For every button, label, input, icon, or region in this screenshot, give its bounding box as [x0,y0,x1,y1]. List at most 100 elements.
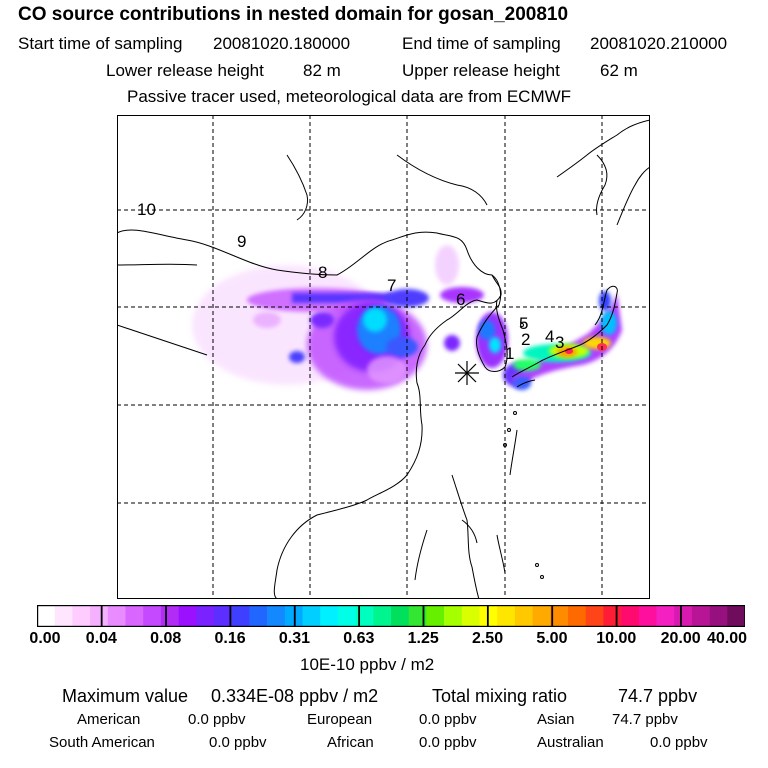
colorbar-cell [214,605,232,627]
colorbar-cell [337,605,356,627]
colorbar-interval [423,605,489,627]
colorbar-tick-label: 10.00 [596,630,637,647]
trajectory-label-10: 10 [137,200,156,219]
colorbar-tick-label: 40.00 [706,630,748,647]
region-name-american: American [77,711,141,728]
tracer-note: Passive tracer used, meteorological data… [127,87,572,106]
colorbar-cell [532,605,551,627]
start-time-value: 20081020.180000 [213,34,351,53]
receptor-marker [455,361,479,385]
region-value-american: 0.0 ppbv [188,711,246,728]
colorbar-unit: 10E-10 ppbv / m2 [300,655,435,674]
colorbar-cell [143,605,162,627]
colorbar-cell [709,605,728,627]
colorbar-cell [444,605,463,627]
region-name-south-american: South American [49,734,155,751]
colorbar-tick-label: 5.00 [536,630,568,647]
region-name-asian: Asian [537,711,575,728]
colorbar-interval [487,605,553,627]
colorbar-cell [497,605,516,627]
end-time-label: End time of sampling [402,34,561,53]
colorbar-cell [691,605,710,627]
region-name-african: African [327,734,374,751]
colorbar-interval [616,605,682,627]
map-frame [117,115,650,599]
colorbar-cell [196,605,215,627]
colorbar-tick-label: 2.50 [471,630,504,647]
region-value-australian: 0.0 ppbv [650,734,708,751]
upper-height-label: Upper release height [402,61,560,80]
colorbar-cell [426,605,445,627]
colorbar-cell [373,605,392,627]
figure-title: CO source contributions in nested domain… [18,4,569,25]
colorbar-cell [267,605,286,627]
colorbar-cell [585,605,604,627]
upper-height-value: 62 m [600,61,638,80]
lower-height-value: 82 m [303,61,341,80]
trajectory-label-9: 9 [237,232,246,251]
colorbar-cell [603,605,622,627]
region-name-european: European [307,711,373,728]
colorbar-cell [107,605,126,627]
colorbar-cell [568,605,586,627]
max-value-label: Maximum value [62,686,189,706]
colorbar-tick-label: 1.25 [407,630,439,647]
colorbar-cell [302,605,321,627]
colorbar-cell [125,605,144,627]
trajectory-label-1: 1 [505,344,514,363]
emission-plume-china [192,245,484,390]
colorbar-cell [284,605,303,627]
lat-lon-grid [117,115,650,599]
colorbar-cell [621,605,640,627]
source-contribution-map: 1 2 3 4 5 6 7 8 9 10 [117,115,650,599]
trajectory-label-3: 3 [555,333,564,352]
trajectory-label-8: 8 [318,263,327,282]
trajectory-label-6: 6 [456,290,465,309]
colorbar-tick-label: 0.16 [214,630,246,647]
trajectory-label-4: 4 [545,327,554,346]
colorbar-tick-label: 0.04 [85,630,117,647]
colorbar-cell [408,605,427,627]
lower-height-label: Lower release height [106,61,264,80]
colorbar-cell [355,605,374,627]
colorbar-cell [231,605,250,627]
trajectory-label-2: 2 [521,330,530,349]
colorbar-interval [165,605,231,627]
region-value-south-american: 0.0 ppbv [209,734,267,751]
colorbar-tick-label: 0.31 [278,630,311,647]
colorbar-cell [638,605,657,627]
colorbar-interval [101,605,167,627]
total-mixing-label: Total mixing ratio [432,686,568,706]
colorbar-cell [656,605,675,627]
colorbar-cell [90,605,109,627]
colorbar-cell [72,605,91,627]
emission-plume-japan [512,291,622,390]
colorbar-cell [391,605,409,627]
colorbar-tick-label: 0.08 [150,630,182,647]
colorbar-cell [178,605,197,627]
colorbar-interval [294,605,360,627]
colorbar-tick-label: 0.63 [343,630,375,647]
colorbar-cell [674,605,693,627]
max-value: 0.334E-08 ppbv / m2 [211,686,379,706]
region-name-australian: Australian [537,734,604,751]
colorbar-cell [461,605,480,627]
total-mixing-value: 74.7 ppbv [618,686,698,706]
colorbar-tick-label: 0.00 [29,630,61,647]
colorbar-cell [249,605,268,627]
colorbar-cell [160,605,179,627]
colorbar-cell [550,605,569,627]
end-time-value: 20081020.210000 [590,34,728,53]
region-value-european: 0.0 ppbv [419,711,477,728]
coastlines [117,119,650,599]
colorbar-cell [514,605,533,627]
colorbar-cell [37,605,55,627]
colorbar [37,605,745,627]
colorbar-cell [320,605,339,627]
region-value-african: 0.0 ppbv [419,734,477,751]
region-value-asian: 74.7 ppbv [612,711,678,728]
colorbar-cell [727,605,745,627]
colorbar-cell [54,605,73,627]
trajectory-label-7: 7 [387,276,396,295]
colorbar-tick-label: 20.00 [660,630,701,647]
